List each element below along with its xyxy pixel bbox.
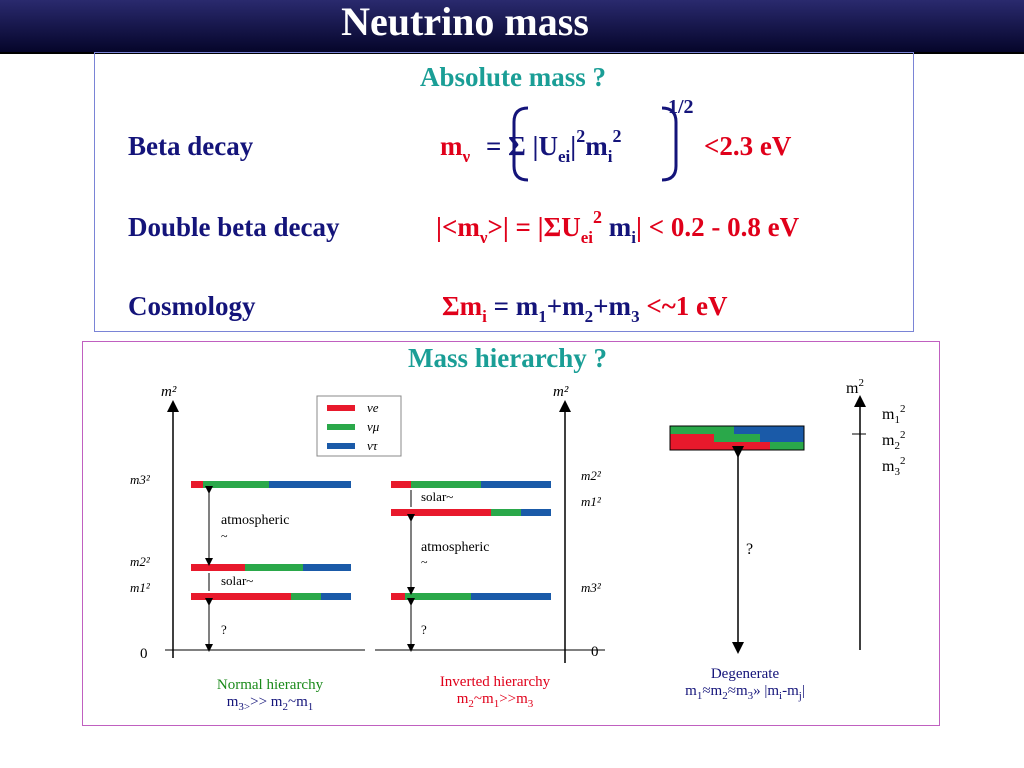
right-m1-label: m12: [882, 403, 906, 426]
hierarchy-diagram: m² m² νe νμ ντ m3² m2² m1² 0: [125, 378, 615, 663]
right-axis-label: m2: [846, 377, 864, 397]
degenerate-diagram: [669, 395, 866, 654]
mid-tick-m2: m2²: [581, 468, 602, 483]
legend-numu-label: νμ: [367, 419, 380, 434]
normal-m2-bar: [191, 564, 351, 571]
normal-m1-bar: [191, 593, 351, 600]
legend-nue-label: νe: [367, 400, 379, 415]
degenerate-bars: [669, 425, 805, 451]
mass-hierarchy-heading: Mass hierarchy ?: [408, 343, 607, 373]
mid-axis-label: m²: [553, 384, 569, 400]
right-m3-label: m32: [882, 455, 906, 478]
left-axis-label: m²: [161, 384, 177, 400]
beta-decay-exponent: 1/2: [668, 96, 694, 118]
bracket-icon: [512, 106, 678, 182]
normal-caption: Normal hierarchy m3>>> m2~m1: [216, 677, 324, 713]
normal-atmospheric-tilde: ~: [221, 529, 228, 543]
inverted-question: ?: [421, 622, 427, 637]
beta-decay-formula: mν: [440, 131, 471, 166]
inverted-caption: Inverted hierarchy m2~m1>>m3: [439, 674, 551, 710]
normal-solar: solar~: [221, 573, 253, 588]
degenerate-question: ?: [746, 541, 754, 558]
mid-tick-m1: m1²: [581, 494, 602, 509]
right-m2-label: m22: [882, 429, 906, 452]
title-bar: Neutrino mass: [0, 0, 1024, 54]
legend-nutau-swatch: [327, 443, 355, 449]
inverted-solar: solar~: [421, 489, 453, 504]
double-beta-formula: |<mν>| = |ΣUei2 mi| < 0.2 - 0.8 eV: [436, 207, 800, 247]
mid-tick-m3: m3²: [581, 580, 602, 595]
normal-m3-bar: [191, 481, 351, 488]
normal-atmospheric: atmospheric: [221, 513, 289, 528]
left-tick-zero: 0: [140, 646, 148, 662]
absolute-mass-box: [94, 52, 914, 332]
left-tick-m1: m1²: [130, 580, 151, 595]
inverted-m3-bar: [391, 593, 551, 600]
beta-decay-label: Beta decay: [128, 131, 254, 161]
mass-hierarchy-box: [82, 341, 940, 726]
legend-numu-swatch: [327, 424, 355, 430]
inverted-atmospheric: atmospheric: [421, 540, 489, 555]
beta-decay-formula-sum: = Σ |Uei|2mi2: [486, 126, 622, 166]
cosmology-label: Cosmology: [128, 291, 256, 321]
normal-question: ?: [221, 622, 227, 637]
page-title: Neutrino mass: [341, 0, 589, 44]
hierarchy-diagram-svg: m² m² νe νμ ντ m3² m2² m1² 0: [130, 384, 605, 663]
inverted-m2-bar: [391, 481, 551, 488]
left-tick-m2: m2²: [130, 554, 151, 569]
double-beta-label: Double beta decay: [128, 212, 340, 242]
degenerate-caption: Degenerate m1≈m2≈m3» |mi-mj|: [685, 666, 805, 702]
beta-decay-bound: <2.3 eV: [704, 131, 792, 161]
inverted-atmospheric-tilde: ~: [421, 555, 428, 569]
legend-nutau-label: ντ: [367, 438, 379, 453]
legend-nue-swatch: [327, 405, 355, 411]
inverted-m1-bar: [391, 509, 551, 516]
left-tick-m3: m3²: [130, 472, 151, 487]
mid-tick-zero: 0: [591, 644, 599, 660]
absolute-mass-heading: Absolute mass ?: [420, 62, 607, 92]
cosmology-formula: Σmi = m1+m2+m3 <~1 eV: [442, 291, 728, 326]
